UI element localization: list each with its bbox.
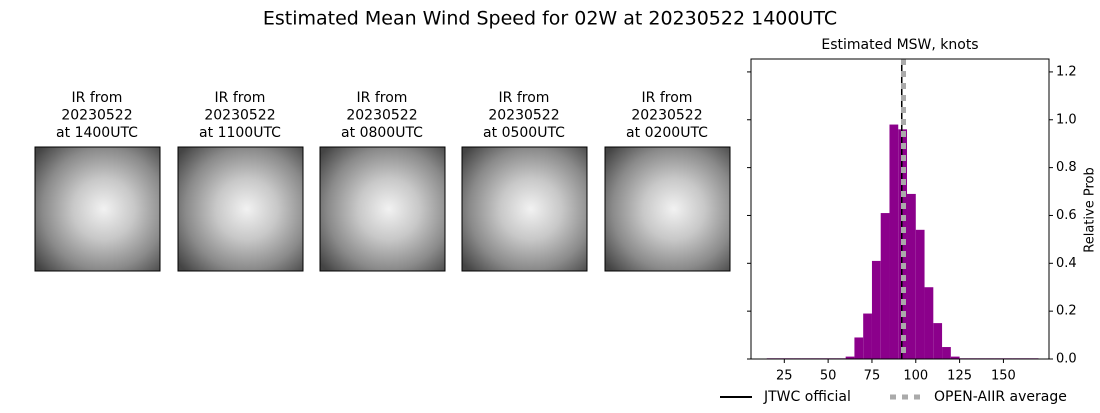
bar — [863, 313, 872, 359]
panel-label: at 0800UTC — [341, 125, 423, 141]
panel-label: 20230522 — [61, 108, 132, 124]
y-tick-label: 0.0 — [1056, 352, 1077, 367]
bar — [871, 260, 881, 359]
ir-image — [604, 146, 731, 272]
figure-title: Estimated Mean Wind Speed for 02W at 202… — [263, 8, 837, 30]
panel-label: at 0500UTC — [483, 125, 565, 141]
panel-label: IR from — [499, 90, 550, 106]
panel-label: IR from — [72, 90, 123, 106]
panel-label: 20230522 — [204, 108, 275, 124]
bar — [924, 287, 934, 359]
chart-title: Estimated MSW, knots — [821, 37, 978, 53]
bar — [933, 323, 943, 359]
x-tick-label: 25 — [776, 369, 793, 384]
legend-label: JTWC official — [763, 389, 851, 405]
y-tick-label: 0.6 — [1056, 208, 1077, 223]
x-tick-label: 75 — [864, 369, 881, 384]
panel-label: at 1400UTC — [56, 125, 138, 141]
ir-image — [461, 146, 588, 272]
y-tick-label: 1.0 — [1056, 112, 1077, 127]
y-tick-label: 0.4 — [1056, 256, 1077, 271]
bar — [880, 213, 890, 359]
panel-label: IR from — [357, 90, 408, 106]
panel-label: 20230522 — [631, 108, 702, 124]
bar — [950, 356, 960, 359]
panel-label: IR from — [642, 90, 693, 106]
legend-label: OPEN-AIIR average — [934, 389, 1067, 405]
x-tick-label: 50 — [820, 369, 837, 384]
ir-image — [34, 146, 161, 272]
bar — [889, 124, 899, 360]
panel-label: at 0200UTC — [626, 125, 708, 141]
bar — [854, 337, 864, 359]
panel-label: 20230522 — [346, 108, 417, 124]
panel-label: IR from — [215, 90, 266, 106]
panel-label: 20230522 — [488, 108, 559, 124]
x-tick-label: 150 — [991, 369, 1016, 384]
y-tick-label: 1.2 — [1056, 64, 1077, 79]
ir-image — [177, 146, 304, 272]
x-tick-label: 100 — [903, 369, 928, 384]
panel-label: at 1100UTC — [199, 125, 281, 141]
bar — [915, 229, 925, 359]
ir-image — [319, 146, 446, 272]
bar — [907, 193, 916, 359]
y-tick-label: 0.8 — [1056, 160, 1077, 175]
y-tick-label: 0.2 — [1056, 304, 1077, 319]
plot-frame — [750, 58, 1050, 360]
y-axis-label: Relative Prob — [1083, 167, 1098, 252]
bar — [845, 356, 855, 359]
x-tick-label: 125 — [947, 369, 972, 384]
bar — [942, 347, 951, 359]
